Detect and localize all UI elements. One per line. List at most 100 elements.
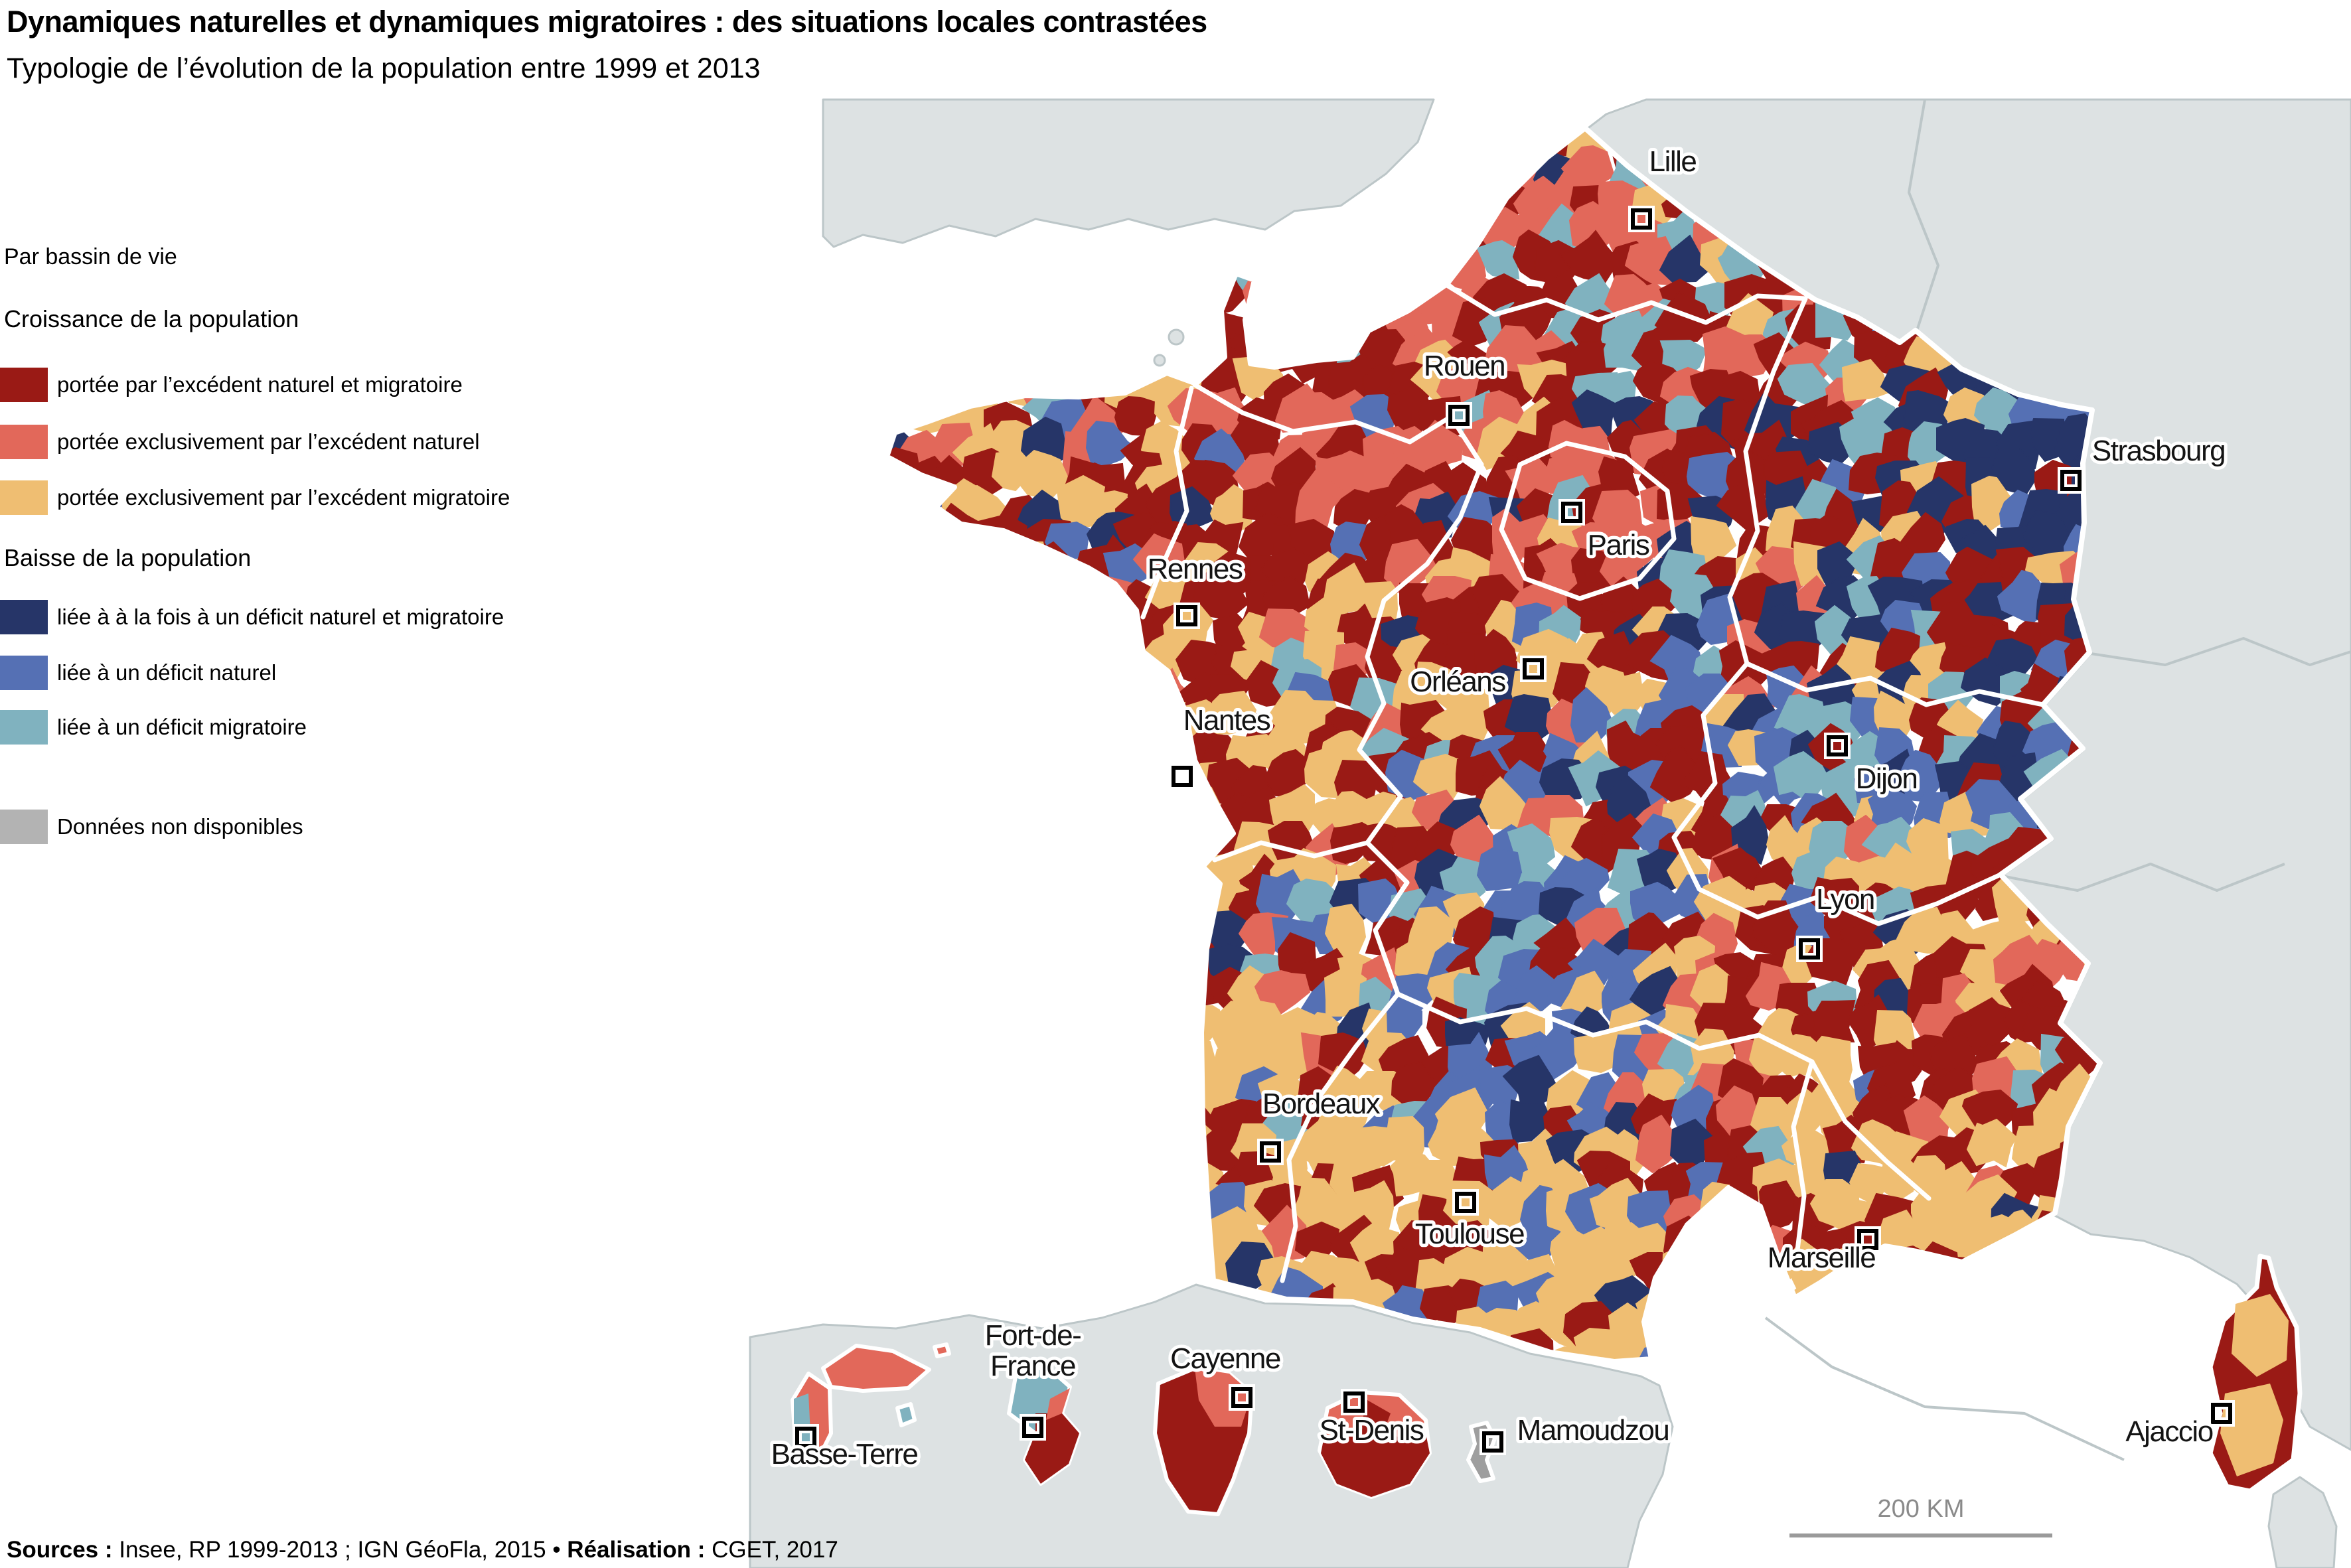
bassin-de-vie-cell <box>887 740 918 781</box>
bassin-de-vie-cell <box>993 772 1045 817</box>
bassin-de-vie-cell <box>903 247 954 295</box>
bassin-de-vie-cell <box>887 748 932 803</box>
bassin-de-vie-cell <box>1118 1032 1167 1084</box>
city-label-orlans: Orléans <box>1410 666 1505 698</box>
legend-item-label: portée exclusivement par l’excédent natu… <box>57 429 480 454</box>
bassin-de-vie-cell <box>1721 1333 1768 1362</box>
bassin-de-vie-cell <box>1270 292 1323 342</box>
bassin-de-vie-cell <box>1507 128 1556 137</box>
bassin-de-vie-cell <box>955 735 1004 783</box>
bassin-de-vie-cell <box>1908 1335 1969 1362</box>
bassin-de-vie-cell <box>2028 1240 2071 1291</box>
region-border-line <box>1395 991 1815 1064</box>
bassin-de-vie-cell <box>986 935 1039 992</box>
bassin-de-vie-cell <box>1335 271 1378 330</box>
header: Dynamiques naturelles et dynamiques migr… <box>7 4 1401 85</box>
bassin-de-vie-cell <box>887 810 888 859</box>
bassin-de-vie-cell <box>998 630 1047 685</box>
bassin-de-vie-cell <box>899 567 950 622</box>
bassin-de-vie-cell <box>1391 210 1436 265</box>
city-marker-lyon <box>1799 938 1820 960</box>
bassin-de-vie-cell <box>1113 1092 1172 1147</box>
legend-item-label: liée à un déficit naturel <box>57 660 277 685</box>
bassin-de-vie-cell <box>921 330 969 384</box>
bassin-de-vie-cell <box>950 1158 1006 1214</box>
region-border-line <box>1809 1059 1932 1201</box>
bassin-de-vie-cell <box>1149 884 1193 936</box>
bassin-de-vie-cell <box>887 342 912 391</box>
bassin-de-vie-cell <box>887 241 903 294</box>
bassin-de-vie-cell <box>984 239 1033 288</box>
bassin-de-vie-cell <box>962 699 1009 745</box>
bassin-de-vie-cell <box>1061 946 1108 1003</box>
bassin-de-vie-cell <box>1114 754 1163 810</box>
bassin-de-vie-cell <box>834 693 881 739</box>
bassin-de-vie-cell <box>887 476 943 530</box>
bassin-de-vie-cell <box>1173 261 1225 322</box>
bassin-de-vie-cell <box>1659 234 1711 283</box>
bassin-de-vie-cell <box>992 1163 1049 1206</box>
bassin-de-vie-cell <box>1113 1058 1158 1110</box>
bassin-de-vie-cell <box>963 657 1013 715</box>
bassin-de-vie-cell <box>1913 1313 1961 1362</box>
bassin-de-vie-cell <box>1089 333 1136 375</box>
city-marker-basse-terre <box>795 1427 816 1448</box>
bassin-de-vie-cell <box>929 633 978 687</box>
bassin-de-vie-cell <box>1969 1348 2020 1362</box>
bassin-de-vie-cell <box>1944 1327 1989 1362</box>
bassin-de-vie-cell <box>1146 1096 1202 1143</box>
bassin-de-vie-cell <box>1051 1033 1100 1088</box>
bassin-de-vie-cell <box>902 1062 955 1106</box>
city-label-cayenne: Cayenne <box>1170 1342 1280 1375</box>
city-marker-rennes <box>1176 605 1197 626</box>
channel-island <box>1153 354 1166 367</box>
bassin-de-vie-cell <box>1694 1212 1744 1261</box>
bassin-de-vie-cell <box>1112 271 1158 326</box>
bassin-de-vie-cell <box>1848 1276 1900 1327</box>
bassin-de-vie-cell <box>828 525 875 571</box>
bassin-de-vie-cell <box>994 822 1045 869</box>
city-label-marseille: Marseille <box>1768 1242 1876 1274</box>
city-label-ajaccio: Ajaccio <box>2125 1415 2212 1448</box>
city-marker-fort-de--france <box>1022 1417 1043 1438</box>
bassin-de-vie-cell <box>1693 1302 1749 1354</box>
bassin-de-vie-cell <box>1044 232 1094 279</box>
bassin-de-vie-cell <box>1014 1174 1069 1232</box>
bassin-de-vie-cell <box>2025 1304 2080 1355</box>
bassin-de-vie-cell <box>1657 1301 1707 1356</box>
bassin-de-vie-cell <box>896 904 950 953</box>
bassin-de-vie-cell <box>1055 1273 1100 1324</box>
region-border-line <box>1744 661 2046 707</box>
bassin-de-vie-cell <box>1966 1118 2018 1168</box>
legend-color-swatch <box>0 425 48 459</box>
bassin-de-vie-cell <box>1087 942 1144 998</box>
bassin-de-vie-cell <box>1322 249 1369 297</box>
bassin-de-vie-cell <box>930 908 976 960</box>
bassin-de-vie-cell <box>1019 828 1072 879</box>
bassin-de-vie-cell <box>956 938 998 993</box>
bassin-de-vie-cell <box>887 452 893 505</box>
bassin-de-vie-cell <box>1147 931 1197 986</box>
bassin-de-vie-cell <box>1017 853 1061 902</box>
bassin-de-vie-cell <box>1151 1014 1192 1056</box>
bassin-de-vie-cell <box>903 1273 957 1319</box>
bassin-de-vie-cell <box>1415 180 1462 232</box>
bassin-de-vie-cell <box>930 699 973 748</box>
reunion-bassin-cell <box>1321 1427 1430 1497</box>
bassin-de-vie-cell <box>1114 962 1170 1018</box>
bassin-de-vie-cell <box>1014 701 1066 750</box>
bassin-de-vie-cell <box>1573 1327 1626 1362</box>
bassin-de-vie-cell <box>843 1218 885 1259</box>
bassin-de-vie-cell <box>887 1244 895 1299</box>
bassin-de-vie-cell <box>1453 128 1505 177</box>
city-marker-lille <box>1631 208 1652 230</box>
bassin-de-vie-cell <box>1917 1279 1971 1329</box>
bassin-de-vie-cell <box>954 644 1004 689</box>
bassin-de-vie-cell <box>1814 1287 1863 1336</box>
bassin-de-vie-cell <box>1691 1332 1739 1362</box>
scale-bar-label: 200 KM <box>1878 1495 1965 1523</box>
bassin-de-vie-cell <box>1993 1279 2052 1334</box>
bassin-de-vie-cell <box>1297 268 1353 317</box>
bassin-de-vie-cell <box>956 605 1009 644</box>
